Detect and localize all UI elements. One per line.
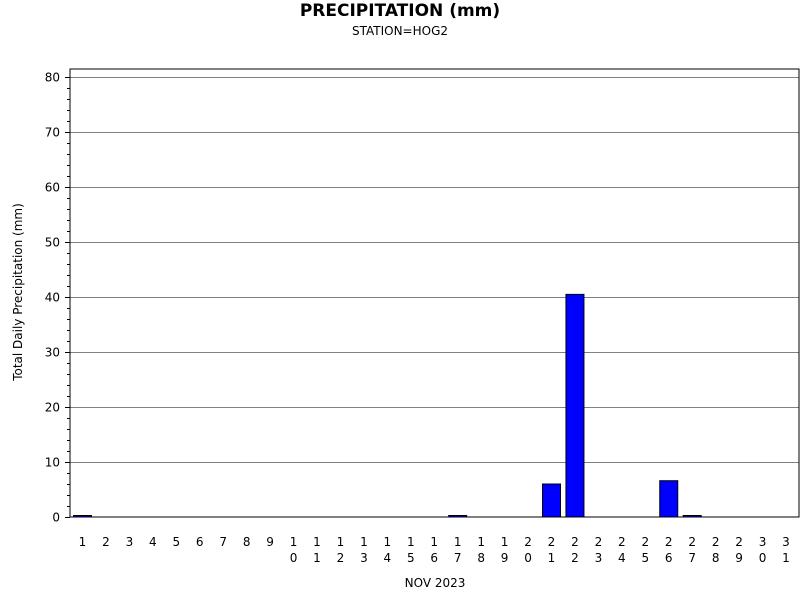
x-axis-ticks: 1 2 3 4 5 6 7 8 9 1011121314151617181920212223242… [79,535,790,565]
x-tick-label: 1 [477,535,485,549]
x-tick-label: 3 [595,551,603,565]
x-tick-label: 2 [712,535,720,549]
y-tick-label: 40 [45,291,60,305]
x-tick-label: 3 [126,535,134,549]
x-tick-label: 1 [79,535,87,549]
x-tick-label: 4 [384,551,392,565]
x-tick-label: 3 [360,551,368,565]
x-tick-label: 7 [454,551,462,565]
x-tick-label: 6 [665,551,673,565]
x-tick-label: 5 [407,551,415,565]
x-tick-label: 2 [337,551,345,565]
x-tick-label: 2 [618,535,626,549]
x-tick-label: 3 [759,535,767,549]
x-tick-label: 2 [641,535,649,549]
y-tick-label: 0 [52,511,60,525]
x-tick-label: 9 [735,551,743,565]
x-tick-label: 1 [313,535,321,549]
x-tick-label: 6 [430,551,438,565]
x-tick-label: 2 [571,535,579,549]
grid-lines [70,77,799,463]
x-tick-label: 1 [430,535,438,549]
y-tick-label: 80 [45,71,60,85]
x-tick-label: 1 [407,535,415,549]
y-tick-label: 50 [45,236,60,250]
x-tick-label: 4 [149,535,157,549]
x-tick-label: 3 [782,535,790,549]
y-axis-label: Total Daily Precipitation (mm) [11,203,25,382]
chart-title: PRECIPITATION (mm) [299,1,501,21]
x-tick-label: 2 [665,535,673,549]
x-tick-label: 0 [290,551,298,565]
x-tick-label: 5 [172,535,180,549]
x-tick-label: 9 [501,551,509,565]
x-tick-label: 1 [313,551,321,565]
x-tick-label: 1 [290,535,298,549]
x-tick-label: 0 [524,551,532,565]
x-tick-label: 1 [501,535,509,549]
bar-day-21 [542,483,561,518]
x-tick-label: 1 [384,535,392,549]
x-tick-label: 2 [571,551,579,565]
bar-day-26 [659,480,679,518]
x-tick-label: 9 [266,535,274,549]
x-tick-label: 8 [243,535,251,549]
x-tick-label: 2 [688,535,696,549]
x-tick-label: 2 [524,535,532,549]
x-tick-label: 2 [102,535,110,549]
x-tick-label: 8 [477,551,485,565]
x-tick-label: 0 [759,551,767,565]
y-axis-ticks: 0 10 20 30 40 50 60 70 80 [45,71,70,525]
x-tick-label: 2 [548,535,556,549]
y-tick-label: 20 [45,401,60,415]
plot-area-frame [69,68,800,518]
y-tick-label: 60 [45,181,60,195]
x-tick-label: 7 [219,535,227,549]
x-tick-label: 2 [735,535,743,549]
x-tick-label: 2 [595,535,603,549]
bar-day-22 [565,293,585,518]
x-tick-label: 4 [618,551,626,565]
x-tick-label: 7 [688,551,696,565]
x-tick-label: 1 [548,551,556,565]
x-tick-label: 8 [712,551,720,565]
x-axis-label: NOV 2023 [405,576,466,590]
y-tick-label: 70 [45,126,60,140]
y-tick-label: 10 [45,456,60,470]
x-tick-label: 1 [454,535,462,549]
x-tick-label: 1 [360,535,368,549]
x-tick-label: 6 [196,535,204,549]
x-tick-label: 1 [782,551,790,565]
bars [73,293,702,518]
y-tick-label: 30 [45,346,60,360]
x-tick-label: 5 [641,551,649,565]
x-tick-label: 1 [337,535,345,549]
chart-subtitle: STATION=HOG2 [351,24,449,38]
